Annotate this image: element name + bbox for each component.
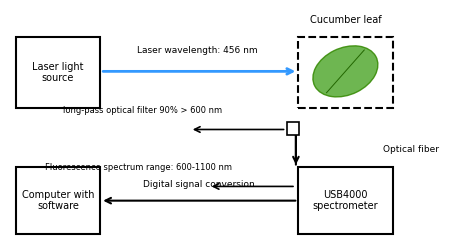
Text: Cucumber leaf: Cucumber leaf [310, 15, 381, 25]
Bar [298, 168, 392, 234]
Text: Laser wavelength: 456 nm: Laser wavelength: 456 nm [137, 46, 257, 55]
Ellipse shape [313, 46, 378, 97]
Text: Computer with
software: Computer with software [22, 190, 94, 211]
Bar [16, 37, 100, 108]
Text: USB4000
spectrometer: USB4000 spectrometer [312, 190, 378, 211]
Text: Digital signal conversion: Digital signal conversion [144, 180, 255, 189]
Bar [298, 37, 392, 108]
Text: Laser light
source: Laser light source [32, 62, 84, 83]
Bar [16, 168, 100, 234]
Text: Optical fiber: Optical fiber [383, 145, 439, 154]
Text: long-pass optical filter 90% > 600 nm: long-pass optical filter 90% > 600 nm [63, 106, 222, 115]
Text: Fluorescence spectrum range: 600-1100 nm: Fluorescence spectrum range: 600-1100 nm [45, 163, 231, 172]
Bar [287, 122, 299, 135]
